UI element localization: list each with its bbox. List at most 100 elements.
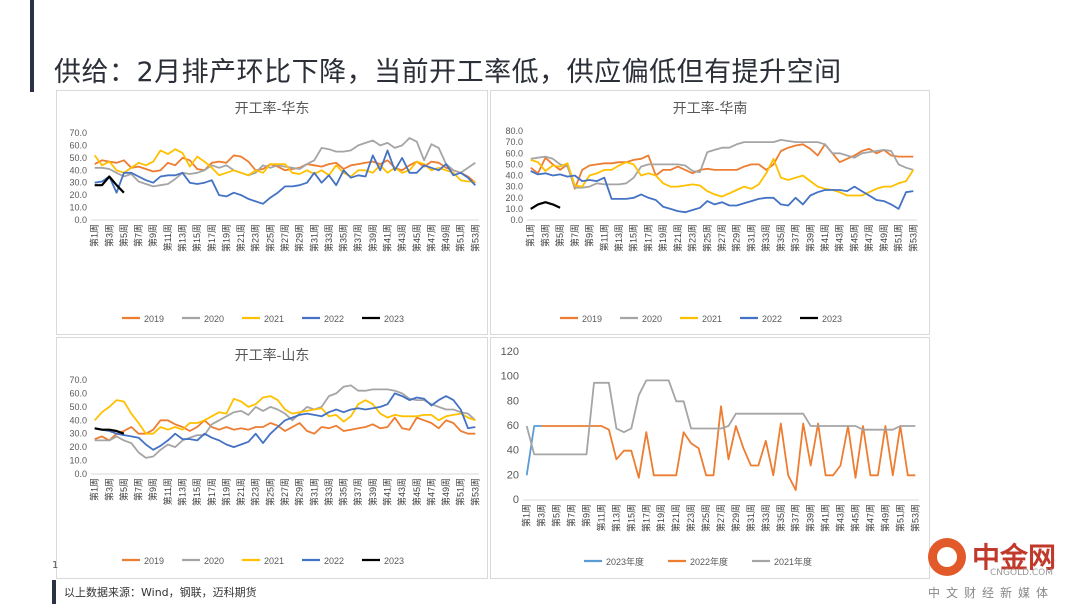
x-tick-label: 第13周 <box>177 224 188 252</box>
legend-label: 2020 <box>204 556 224 566</box>
x-tick-label: 第45周 <box>849 504 860 532</box>
legend-label: 2020 <box>642 314 662 324</box>
series-line-2022年度 <box>541 405 916 491</box>
x-tick-label: 第13周 <box>610 504 621 532</box>
x-tick-label: 第33周 <box>323 478 334 506</box>
y-tick-label: 20.0 <box>69 442 87 452</box>
y-tick-label: 70.0 <box>69 375 87 385</box>
x-tick-label: 第29周 <box>294 478 305 506</box>
x-tick-label: 第1周 <box>89 224 100 247</box>
y-tick-label: 40 <box>507 445 519 457</box>
y-tick-label: 20.0 <box>505 193 523 203</box>
y-tick-label: 70.0 <box>505 137 523 147</box>
y-tick-label: 20 <box>507 469 519 481</box>
chart-east: 开工率-华东 0.0 10.0 20.0 30.0 40.0 50.0 60.0 70.0 第1周… <box>69 100 480 324</box>
y-tick-label: 50.0 <box>505 159 523 169</box>
series-line-2020 <box>94 384 476 459</box>
x-tick-label: 第9周 <box>147 478 158 501</box>
x-tick-label: 第47周 <box>863 224 874 252</box>
x-tick-label: 第21周 <box>670 504 681 532</box>
x-tick-label: 第21周 <box>672 224 683 252</box>
x-tick-label: 第51周 <box>455 478 466 506</box>
x-tick-label: 第45周 <box>848 224 859 252</box>
x-tick-label: 第41周 <box>820 504 831 532</box>
x-tick-label: 第13周 <box>177 478 188 506</box>
x-tick-label: 第27周 <box>279 478 290 506</box>
x-tick-label: 第21周 <box>235 224 246 252</box>
x-tick-label: 第23周 <box>685 504 696 532</box>
x-tick-label: 第15周 <box>191 478 202 506</box>
x-tick-label: 第1周 <box>89 478 100 501</box>
x-tick-label: 第49周 <box>440 224 451 252</box>
chart-shandong: 开工率-山东 0.0 10.0 20.0 30.0 40.0 50.0 60.0 70.0 第1周… <box>69 347 480 566</box>
x-tick-label: 第47周 <box>425 224 436 252</box>
x-tick-label: 第45周 <box>411 224 422 252</box>
page-number: 1 <box>52 560 59 571</box>
x-tick-label: 第25周 <box>700 504 711 532</box>
y-tick-label: 0.0 <box>74 215 87 225</box>
y-tick-label: 30.0 <box>505 182 523 192</box>
series-line-2019 <box>530 143 914 190</box>
series-line-2021年度 <box>525 379 916 456</box>
x-tick-label: 第35周 <box>775 224 786 252</box>
x-tick-label: 第39周 <box>367 224 378 252</box>
x-tick-label: 第5周 <box>551 504 562 527</box>
legend-label: 2023年度 <box>606 556 644 567</box>
legend-label: 2023 <box>384 556 404 566</box>
x-tick-label: 第17周 <box>206 478 217 506</box>
watermark-brand: 中金网 <box>972 541 1057 574</box>
x-tick-label: 第39周 <box>367 478 378 506</box>
x-tick-label: 第23周 <box>250 478 261 506</box>
x-tick-label: 第19周 <box>657 224 668 252</box>
x-tick-label: 第11周 <box>162 224 173 251</box>
x-tick-label: 第3周 <box>536 504 547 527</box>
x-tick-label: 第17周 <box>206 224 217 252</box>
chart-panel-yearly: 0 20 40 60 80 100 120 第1周 第3周 第5周 第7周 第9周 第11周 第13周 第1… <box>490 337 930 579</box>
series-line-2020 <box>94 137 476 188</box>
legend-label: 2022 <box>324 314 344 324</box>
x-tick-label: 第43周 <box>396 478 407 506</box>
y-tick-label: 40.0 <box>505 171 523 181</box>
x-tick-label: 第1周 <box>521 504 532 527</box>
y-tick-label: 10.0 <box>69 203 87 213</box>
x-tick-label: 第41周 <box>381 478 392 506</box>
series-line-2023 <box>94 175 125 194</box>
x-tick-label: 第53周 <box>907 224 918 252</box>
x-tick-label: 第3周 <box>539 224 550 247</box>
y-tick-label: 0 <box>513 494 519 506</box>
x-tick-label: 第9周 <box>147 224 158 247</box>
x-tick-label: 第41周 <box>819 224 830 252</box>
x-tick-label: 第35周 <box>775 504 786 532</box>
chart-south: 开工率-华南 0.010.020.030.040.0 50.060.070.080.… <box>505 100 918 324</box>
legend-label: 2023 <box>822 314 842 324</box>
x-tick-label: 第11周 <box>162 478 173 505</box>
x-tick-label: 第5周 <box>118 224 129 247</box>
legend-label: 2021 <box>702 314 722 324</box>
legend-label: 2022年度 <box>690 556 728 567</box>
y-tick-label: 60.0 <box>69 388 87 398</box>
x-tick-label: 第31周 <box>745 504 756 532</box>
legend-label: 2019 <box>144 314 164 324</box>
x-tick-label: 第29周 <box>294 224 305 252</box>
chart-title: 开工率-华南 <box>673 100 748 116</box>
y-tick-label: 0.0 <box>74 469 87 479</box>
x-tick-label: 第35周 <box>338 478 349 506</box>
chart-title: 开工率-山东 <box>235 347 310 363</box>
x-tick-label: 第39周 <box>805 504 816 532</box>
watermark-slogan: 中文财经新媒体 <box>928 586 1055 600</box>
x-tick-label: 第3周 <box>103 224 114 247</box>
y-tick-label: 50.0 <box>69 153 87 163</box>
y-tick-label: 30.0 <box>69 429 87 439</box>
series-line-2019 <box>94 154 476 184</box>
x-tick-label: 第3周 <box>103 478 114 501</box>
y-tick-label: 40.0 <box>69 415 87 425</box>
legend-label: 2021 <box>264 556 284 566</box>
x-tick-label: 第7周 <box>133 478 144 501</box>
x-tick-label: 第21周 <box>235 478 246 506</box>
x-tick-label: 第53周 <box>469 478 480 506</box>
x-tick-label: 第43周 <box>834 224 845 252</box>
x-tick-label: 第49周 <box>878 224 889 252</box>
x-tick-label: 第23周 <box>250 224 261 252</box>
watermark-url: CNGOLD.COM <box>990 568 1054 578</box>
